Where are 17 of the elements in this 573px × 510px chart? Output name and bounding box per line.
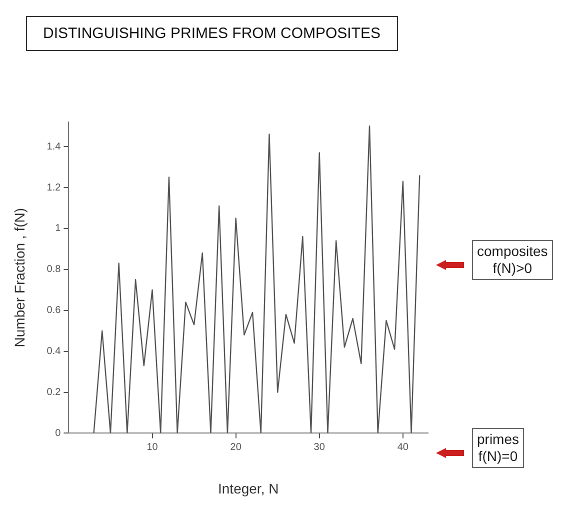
y-tick-label: 1 xyxy=(55,223,62,234)
chart-title: DISTINGUISHING PRIMES FROM COMPOSITES xyxy=(26,16,398,51)
x-tick-label: 10 xyxy=(146,442,158,453)
text: composites f(N)>0 xyxy=(472,240,553,280)
x-tick-label: 30 xyxy=(314,442,326,453)
x-axis-title: Integer, N xyxy=(218,480,279,496)
y-tick-label: 1.4 xyxy=(46,141,62,152)
y-axis-title: Number Fraction , f(N) xyxy=(11,208,28,348)
x-tick-label: 40 xyxy=(397,442,409,453)
x-tick-label: 20 xyxy=(230,442,242,453)
y-tick-label: 0.6 xyxy=(46,305,62,316)
y-tick-label: 0.8 xyxy=(46,264,62,276)
text: primes f(N)=0 xyxy=(472,428,524,468)
y-tick-label: 0 xyxy=(55,428,62,439)
y-tick-label: 0.4 xyxy=(46,346,62,358)
y-tick-label: 0.2 xyxy=(46,387,62,398)
y-tick-label: 1.2 xyxy=(46,182,62,194)
